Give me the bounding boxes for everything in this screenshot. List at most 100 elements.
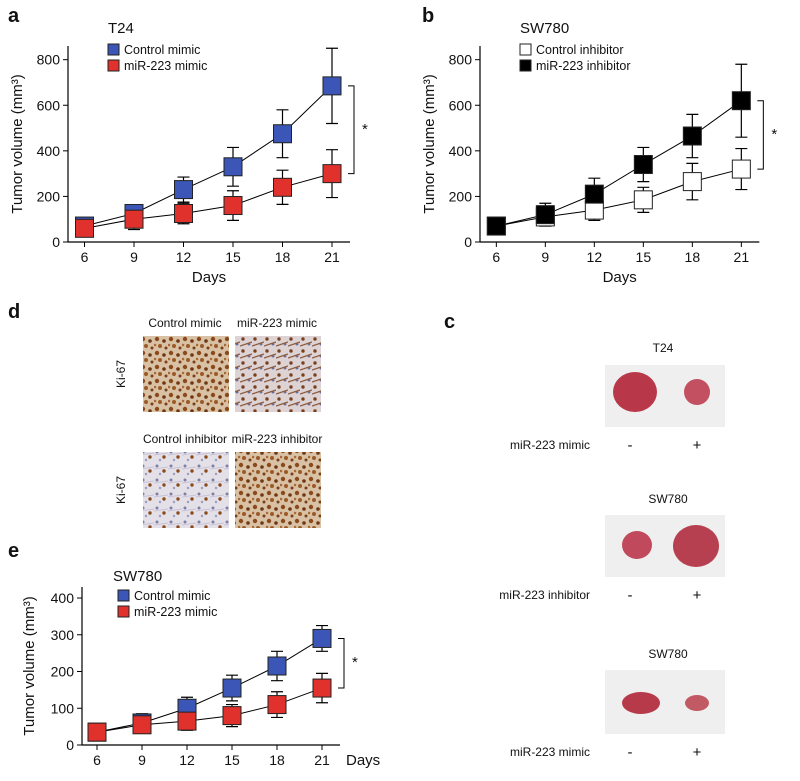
tumor	[622, 531, 652, 559]
ihc-image	[235, 336, 321, 412]
marker	[132, 715, 152, 735]
marker	[584, 200, 604, 220]
y-tick-label: 600	[37, 97, 61, 113]
marker	[682, 172, 702, 192]
x-tick-label: 21	[314, 752, 330, 768]
x-tick-label: 12	[176, 249, 192, 265]
marker	[177, 711, 197, 731]
y-tick-label: 400	[449, 143, 473, 159]
panel-label: a	[8, 5, 20, 27]
marker	[267, 656, 287, 676]
legend-swatch	[519, 43, 532, 56]
panel-label: c	[444, 311, 455, 333]
annotation: *	[352, 654, 358, 671]
marker	[312, 678, 332, 698]
marker	[633, 155, 653, 175]
x-tick-label: 12	[179, 752, 195, 768]
y-tick-label: 200	[449, 188, 473, 204]
x-tick-label: 6	[81, 249, 89, 265]
treatment-label: miR-223 mimic	[510, 438, 590, 452]
y-tick-label: 0	[66, 737, 74, 753]
panel-label: e	[8, 540, 19, 562]
marker	[731, 159, 751, 179]
marker	[731, 91, 751, 111]
y-tick-label: 300	[51, 627, 75, 643]
x-tick-label: 18	[275, 249, 291, 265]
x-tick-label: 21	[734, 249, 750, 265]
x-tick-label: 18	[685, 249, 701, 265]
marker	[174, 180, 193, 200]
y-tick-label: 200	[37, 188, 61, 204]
tumor	[684, 379, 710, 405]
tumor	[685, 695, 709, 711]
x-axis-label: Days	[603, 269, 637, 286]
legend-label: Control mimic	[134, 589, 210, 603]
y-tick-label: 100	[51, 700, 75, 716]
panel-label: b	[422, 5, 434, 27]
series-line	[84, 85, 333, 227]
x-tick-label: 18	[269, 752, 285, 768]
y-tick-label: 400	[37, 143, 61, 159]
significance-bracket	[338, 637, 345, 689]
y-tick-label: 600	[449, 97, 473, 113]
marker	[322, 164, 342, 184]
x-tick-label: 15	[636, 249, 652, 265]
column-label: miR-223 inhibitor	[232, 432, 323, 446]
ihc-image	[143, 452, 229, 528]
marker	[273, 177, 292, 197]
y-tick-label: 0	[52, 234, 60, 250]
x-tick-label: 9	[130, 249, 138, 265]
marker	[535, 205, 555, 225]
column-label: Control inhibitor	[143, 432, 227, 446]
x-tick-label: 9	[138, 752, 146, 768]
marker	[322, 76, 342, 96]
marker	[222, 706, 242, 726]
marker	[633, 190, 653, 210]
tumor	[613, 372, 657, 412]
legend-label: miR-223 mimic	[124, 59, 207, 73]
column-label: Control mimic	[148, 316, 221, 330]
row-label: Ki-67	[114, 476, 128, 504]
series-line	[84, 173, 333, 229]
legend-swatch	[107, 59, 120, 72]
legend-label: miR-223 inhibitor	[536, 59, 630, 73]
x-axis-label: Days	[346, 752, 380, 769]
y-tick-label: 800	[37, 52, 61, 68]
legend-label: miR-223 mimic	[134, 605, 217, 619]
marker	[223, 157, 243, 177]
x-tick-label: 21	[324, 249, 340, 265]
y-tick-label: 0	[464, 234, 472, 250]
marker	[223, 196, 243, 216]
series-line	[496, 100, 742, 227]
significance-bracket	[757, 100, 764, 170]
annotation: *	[771, 126, 777, 143]
tumor	[622, 692, 660, 714]
significance-bracket	[348, 85, 355, 175]
marker	[273, 124, 292, 144]
y-axis-label: Tumor volume (mm³)	[9, 74, 26, 213]
y-axis-label: Tumor volume (mm³)	[21, 596, 38, 735]
ihc-image	[143, 336, 229, 412]
marker	[124, 209, 144, 229]
legend-label: Control mimic	[124, 43, 200, 57]
marker	[174, 204, 193, 224]
sign: +	[693, 587, 702, 604]
marker	[584, 184, 604, 204]
y-tick-label: 800	[449, 52, 473, 68]
group-title: SW780	[648, 492, 688, 506]
marker	[267, 695, 287, 715]
sign: +	[693, 437, 702, 454]
legend-swatch	[117, 605, 130, 618]
x-tick-label: 15	[224, 752, 240, 768]
sign: -	[628, 437, 633, 454]
panel-label: d	[8, 301, 20, 323]
x-axis-label: Days	[192, 269, 226, 286]
y-tick-label: 200	[51, 664, 75, 680]
x-tick-label: 12	[587, 249, 603, 265]
x-tick-label: 6	[492, 249, 500, 265]
sign: +	[693, 744, 702, 761]
x-tick-label: 6	[93, 752, 101, 768]
chart-title: SW780	[520, 20, 569, 37]
